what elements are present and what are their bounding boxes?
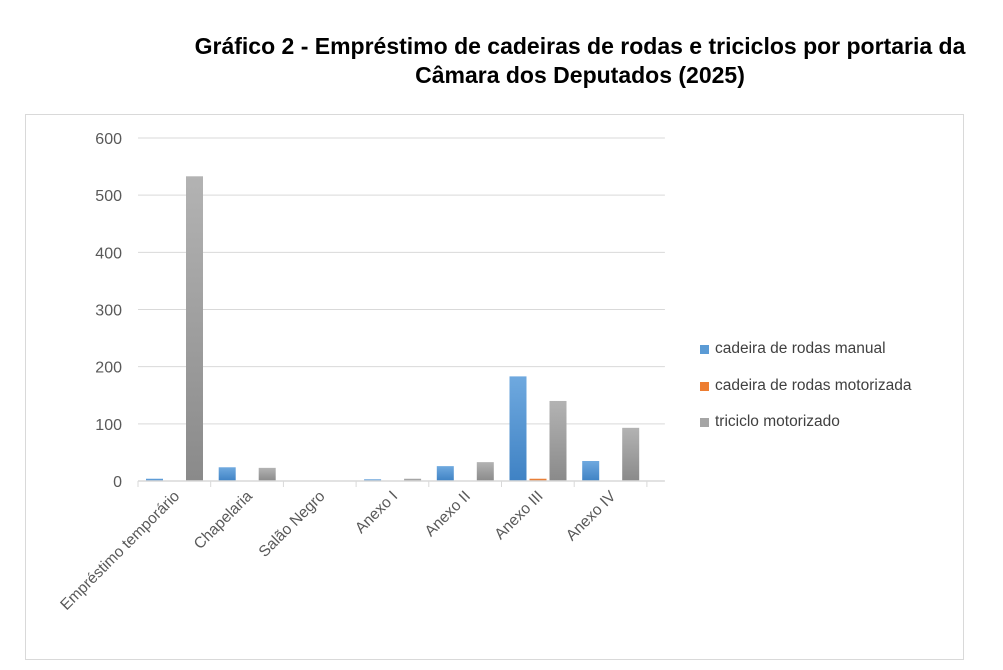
y-tick-label: 200 [95,360,122,377]
title-line-2: Câmara dos Deputados (2025) [415,62,745,88]
y-tick-label: 500 [95,188,122,205]
chart-frame [25,114,964,660]
bar-0 [582,460,600,481]
bar-0 [509,376,527,481]
bar-2 [476,462,494,481]
bar-2 [258,467,276,481]
x-tick-label: Chapelaria [191,488,256,553]
title-line-1: Gráfico 2 - Empréstimo de cadeiras de ro… [194,33,966,59]
bar-0 [436,466,454,481]
y-tick-label: 300 [95,303,122,320]
x-tick-label: Anexo I [352,488,401,537]
x-tick-label: Anexo II [422,488,474,540]
legend-item-triciclo: triciclo motorizado [700,413,840,431]
bar-2 [186,176,203,481]
legend-label: triciclo motorizado [715,413,840,430]
legend-item-motorizada: cadeira de rodas motorizada [700,377,911,395]
bar-0 [218,467,236,481]
bar-0 [364,479,382,481]
x-tick-label: Anexo III [491,488,546,543]
x-tick-label: Anexo IV [563,487,620,544]
x-tick-label: Empréstimo temporário [57,488,183,614]
bar-0 [146,478,163,481]
y-tick-label: 0 [113,474,122,491]
y-tick-label: 100 [95,417,122,434]
legend-label: cadeira de rodas manual [715,340,886,357]
y-tick-label: 600 [95,131,122,148]
legend-item-manual: cadeira de rodas manual [700,340,886,358]
chart-title: Gráfico 2 - Empréstimo de cadeiras de ro… [100,32,1003,90]
x-tick-label: Salão Negro [256,488,329,561]
bar-2 [622,427,640,481]
bar-2 [404,478,422,481]
legend-swatch [700,344,709,354]
bar-1 [529,478,547,481]
bar-2 [549,400,567,481]
y-tick-label: 400 [95,245,122,262]
legend-label: cadeira de rodas motorizada [715,377,912,394]
legend-swatch [700,381,709,391]
legend-swatch [700,417,709,427]
